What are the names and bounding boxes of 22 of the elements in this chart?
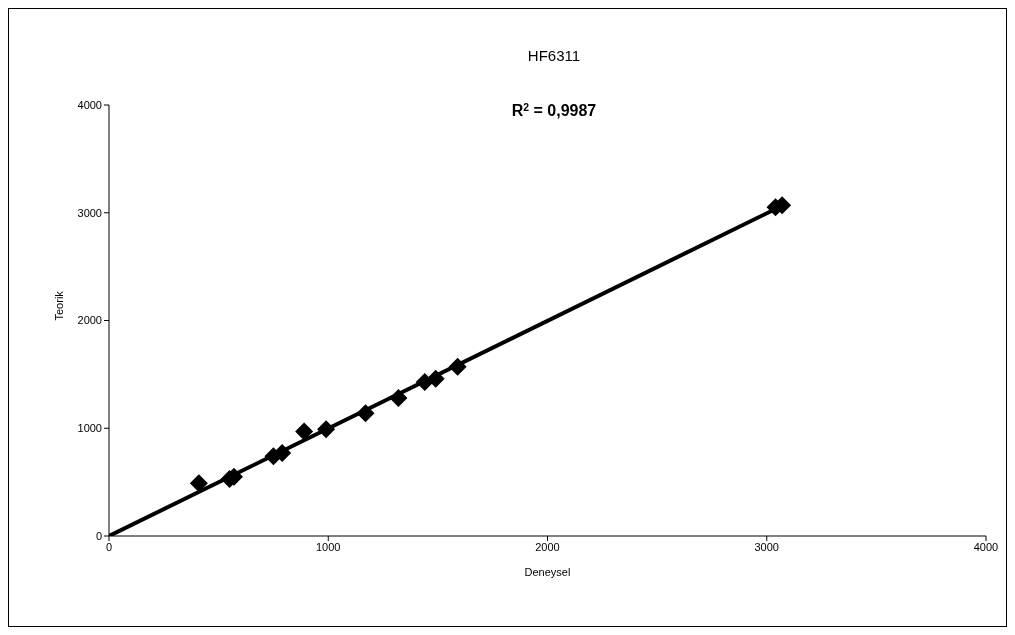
x-tick-label: 4000 <box>973 540 999 553</box>
y-tick-label: 1000 <box>77 422 102 435</box>
x-tick-label: 0 <box>105 540 113 553</box>
x-tick-label: 2000 <box>535 540 560 553</box>
y-tick-label: 4000 <box>77 98 102 111</box>
x-tick-label: 1000 <box>316 540 341 553</box>
y-tick-label: 0 <box>95 529 102 542</box>
chart-title: HF6311 <box>527 47 581 64</box>
point <box>448 357 467 376</box>
x-tick-label: 3000 <box>754 540 779 553</box>
point <box>389 389 408 408</box>
annotation: R$^{2}$ = 0,9987 <box>511 101 597 119</box>
y-tick-label: 2000 <box>77 314 102 327</box>
y-tick-label: 3000 <box>77 206 102 219</box>
point <box>415 372 434 391</box>
x-axis-title: Deneysel <box>524 566 571 578</box>
point <box>295 422 314 441</box>
point <box>189 474 208 493</box>
y-axis-title: Teorik <box>52 290 65 321</box>
point <box>317 420 336 439</box>
point <box>356 404 375 423</box>
point <box>426 369 445 388</box>
